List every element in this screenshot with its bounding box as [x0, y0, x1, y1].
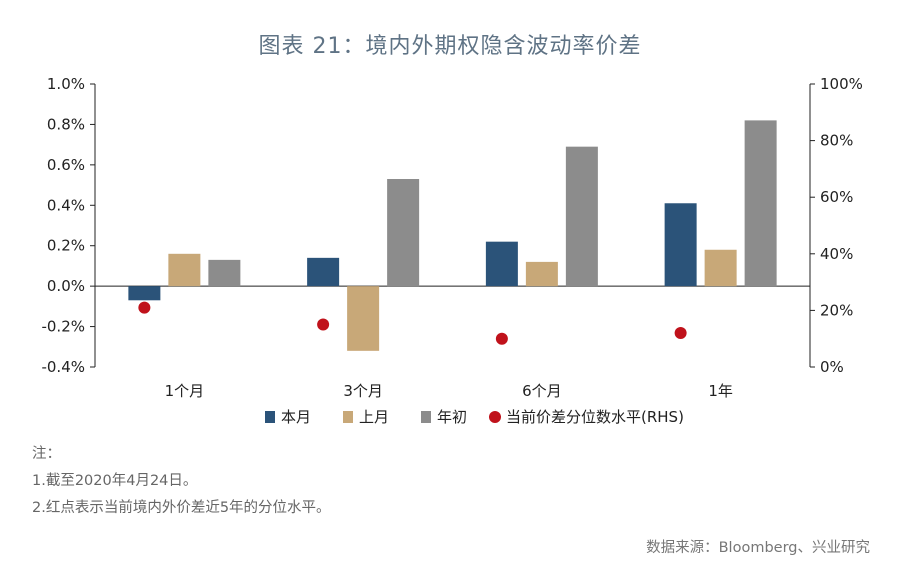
scatter-point	[317, 318, 330, 331]
category-label: 3个月	[343, 382, 383, 400]
scatter-point	[674, 327, 687, 340]
left-tick-label: 0.6%	[47, 156, 85, 174]
left-tick-label: 0.2%	[47, 237, 85, 255]
left-tick-label: 1.0%	[47, 75, 85, 93]
legend-marker	[421, 411, 431, 423]
source-text: 数据来源：Bloomberg、兴业研究	[646, 540, 870, 556]
left-tick-label: 0.0%	[47, 277, 85, 295]
bar-年初	[744, 120, 777, 287]
bar-本月	[128, 286, 161, 301]
bar-上月	[525, 261, 558, 287]
chart-title: 图表 21：境内外期权隐含波动率价差	[258, 34, 642, 59]
legend-label: 上月	[359, 408, 389, 426]
legend-marker	[343, 411, 353, 423]
left-tick-label: -0.2%	[41, 318, 85, 336]
left-tick-label: 0.8%	[47, 115, 85, 133]
right-tick-label: 60%	[820, 188, 853, 206]
category-label: 1个月	[165, 382, 205, 400]
right-tick-label: 20%	[820, 301, 853, 319]
axes	[90, 83, 815, 368]
bar-年初	[387, 179, 420, 287]
bar-上月	[347, 286, 380, 351]
category-label: 1年	[708, 382, 733, 400]
category-label: 6个月	[522, 382, 562, 400]
legend: 本月 上月 年初 当前价差分位数水平(RHS)	[265, 408, 684, 426]
legend-marker	[489, 411, 501, 423]
note-heading: 注：	[32, 446, 61, 462]
scatter-point	[138, 301, 151, 314]
bar-年初	[565, 146, 598, 287]
legend-label: 当前价差分位数水平(RHS)	[506, 408, 684, 426]
left-tick-label: 0.4%	[47, 196, 85, 214]
bars	[128, 120, 777, 351]
legend-label: 本月	[281, 408, 311, 426]
right-tick-label: 40%	[820, 245, 853, 263]
scatter-point	[495, 332, 508, 345]
note-line-1: 1.截至2020年4月24日。	[32, 473, 198, 489]
bar-本月	[485, 241, 518, 287]
bar-上月	[704, 249, 737, 287]
note-line-2: 2.红点表示当前境内外价差近5年的分位水平。	[32, 500, 331, 516]
right-tick-label: 100%	[820, 75, 863, 93]
legend-marker	[265, 411, 275, 423]
scatter-points	[138, 301, 687, 345]
axis-labels: 1.0% 0.8% 0.6% 0.4% 0.2% 0.0% -0.2% -0.4% 100% 80…	[41, 75, 862, 400]
right-tick-label: 0%	[820, 358, 844, 376]
bar-本月	[664, 203, 697, 287]
right-tick-label: 80%	[820, 132, 853, 150]
left-tick-label: -0.4%	[41, 358, 85, 376]
bar-上月	[168, 253, 201, 287]
legend-label: 年初	[437, 408, 467, 426]
bar-年初	[208, 259, 241, 287]
bar-本月	[307, 257, 340, 287]
